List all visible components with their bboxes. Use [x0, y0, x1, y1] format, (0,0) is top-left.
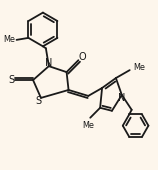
- Text: O: O: [79, 52, 86, 62]
- Text: N: N: [118, 93, 125, 103]
- Text: S: S: [8, 75, 14, 85]
- Text: S: S: [35, 96, 41, 106]
- Text: Me: Me: [134, 63, 146, 72]
- Text: Me: Me: [4, 35, 16, 44]
- Text: N: N: [45, 58, 52, 68]
- Text: Me: Me: [82, 121, 94, 130]
